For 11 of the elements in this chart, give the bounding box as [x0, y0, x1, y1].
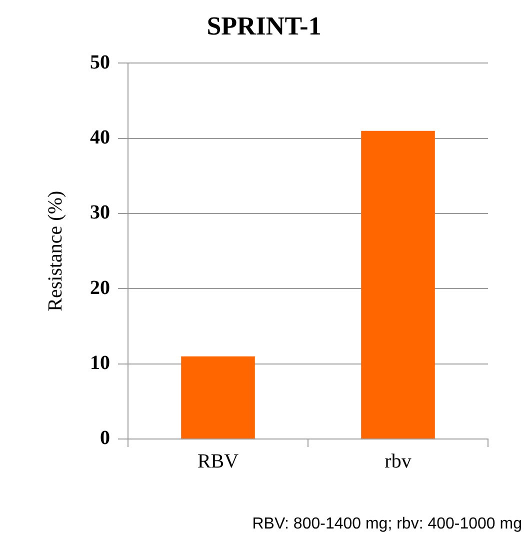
x-tick-label: rbv: [384, 450, 412, 472]
y-tick-label: 10: [90, 352, 110, 374]
y-tick-label: 40: [90, 126, 110, 149]
y-tick-label: 30: [90, 202, 110, 224]
y-tick-label: 50: [90, 51, 110, 74]
y-axis-title: Resistance (%): [44, 190, 66, 312]
text: RBV: 800-1400 mg; rbv: 400-1000 mg: [252, 515, 522, 532]
y-tick-label: 0: [100, 427, 110, 450]
chart-title: SPRINT-1: [206, 11, 322, 40]
x-tick-label: RBV: [197, 450, 240, 472]
y-tick-label: 20: [90, 276, 110, 299]
